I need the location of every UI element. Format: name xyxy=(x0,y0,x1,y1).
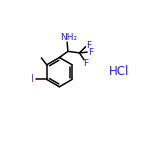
Text: F: F xyxy=(86,41,91,50)
Text: HCl: HCl xyxy=(109,65,129,78)
Text: I: I xyxy=(31,74,34,85)
Text: F: F xyxy=(88,48,93,57)
Text: NH₂: NH₂ xyxy=(60,33,77,42)
Text: F: F xyxy=(83,59,88,68)
